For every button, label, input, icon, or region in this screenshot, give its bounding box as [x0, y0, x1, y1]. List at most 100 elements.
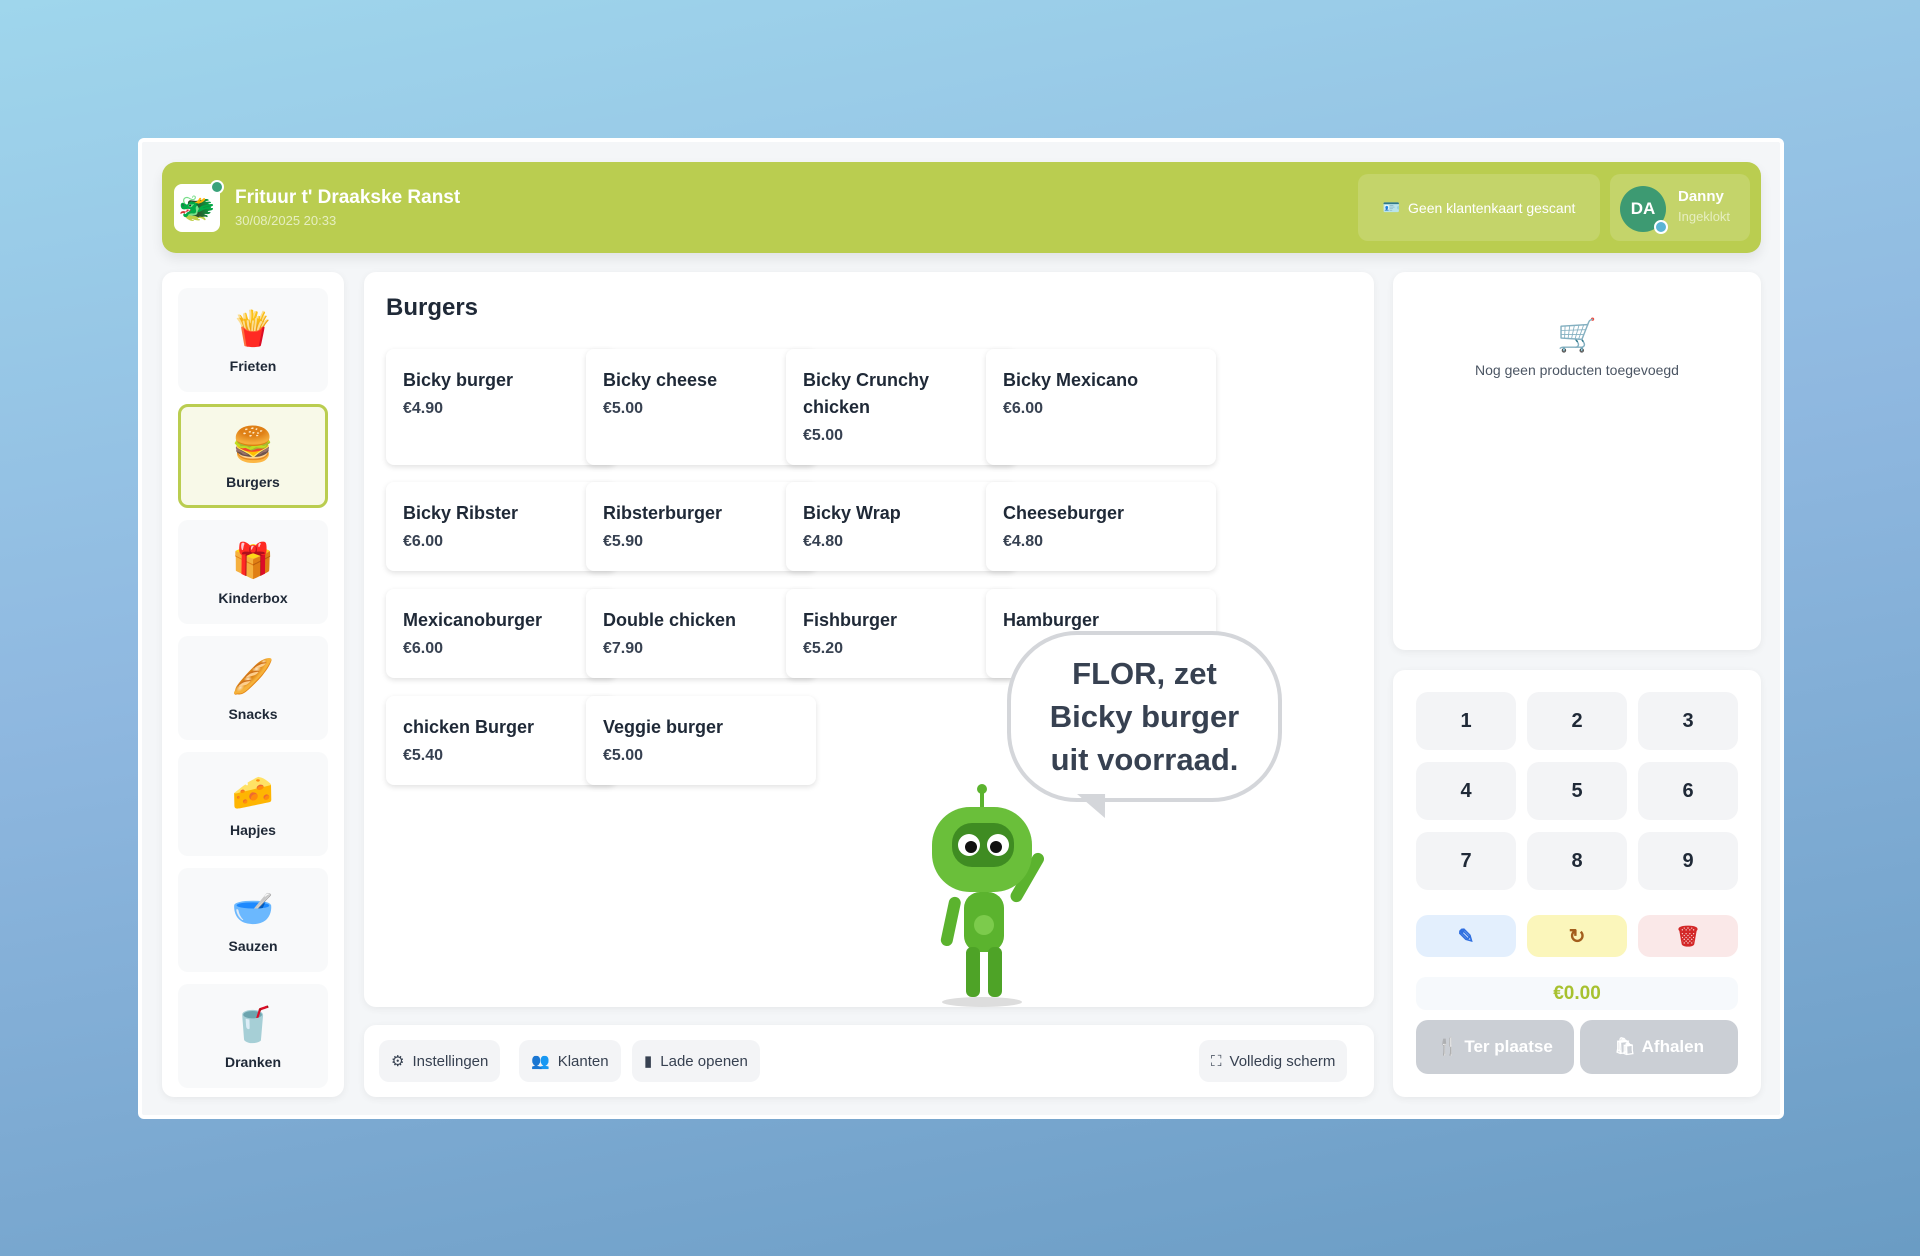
key-9[interactable]: 9 — [1638, 832, 1738, 890]
category-title: Burgers — [386, 294, 479, 321]
expand-icon: ⛶ — [1211, 1052, 1222, 1070]
category-image-icon: 🍟 — [231, 310, 275, 348]
product-price: €6.00 — [403, 533, 444, 550]
edit-button[interactable]: ✎ — [1416, 915, 1516, 957]
product-card[interactable]: Bicky Wrap €4.80 — [786, 482, 1016, 571]
key-4[interactable]: 4 — [1416, 762, 1516, 820]
store-title: Frituur t' Draakske Ranst — [235, 187, 461, 208]
fullscreen-button[interactable]: ⛶ Volledig scherm — [1199, 1040, 1348, 1082]
delete-button[interactable]: 🗑 — [1638, 915, 1738, 957]
sidebar-item-label: Kinderbox — [218, 590, 288, 606]
key-7[interactable]: 7 — [1416, 832, 1516, 890]
key-3[interactable]: 3 — [1638, 692, 1738, 750]
pencil-icon: ✎ — [1457, 925, 1475, 948]
takeaway-button[interactable]: 🛍 Afhalen — [1580, 1020, 1738, 1074]
product-name: Bicky Mexicano — [1003, 370, 1139, 390]
refresh-icon: ↻ — [1568, 925, 1586, 948]
product-card[interactable]: chicken Burger €5.40 — [386, 696, 616, 785]
key-6[interactable]: 6 — [1638, 762, 1738, 820]
product-card[interactable]: Bicky burger €4.90 — [386, 349, 616, 465]
user-menu[interactable]: DA Danny Ingeklokt — [1610, 174, 1750, 241]
sidebar-item-label: Snacks — [228, 706, 278, 722]
category-image-icon: 🧀 — [231, 774, 275, 812]
product-name: Bicky burger — [403, 370, 514, 390]
product-price: €5.00 — [603, 400, 644, 417]
status-dot — [1654, 220, 1668, 234]
product-name: Cheeseburger — [1003, 503, 1125, 523]
product-price: €6.00 — [403, 640, 444, 657]
user-status: Ingeklokt — [1678, 209, 1731, 224]
product-name: Bicky Wrap — [803, 503, 901, 523]
sidebar-item-label: Hapjes — [230, 822, 276, 838]
sidebar-item-kinderbox[interactable]: 🎁 Kinderbox — [178, 520, 328, 624]
dine-in-button[interactable]: 🍴 Ter plaatse — [1416, 1020, 1574, 1074]
sidebar-item-frieten[interactable]: 🍟 Frieten — [178, 288, 328, 392]
category-image-icon: 🥖 — [231, 658, 275, 696]
header: 🐲 Frituur t' Draakske Ranst 30/08/2025 2… — [162, 162, 1761, 253]
sidebar-item-sauzen[interactable]: 🥣 Sauzen — [178, 868, 328, 972]
customers-button[interactable]: 👥 Klanten — [519, 1040, 621, 1082]
gear-icon: ⚙ — [391, 1053, 405, 1070]
product-card[interactable]: Bicky Crunchy chicken €5.00 — [786, 349, 1016, 465]
product-name: Bicky Ribster — [403, 503, 519, 523]
utensils-icon: 🍴 — [1437, 1037, 1459, 1056]
product-name: Bicky cheese — [603, 370, 718, 390]
sidebar-item-burgers[interactable]: 🍔 Burgers — [178, 404, 328, 508]
product-name: Double chicken — [603, 610, 737, 630]
product-name: chicken Burger — [403, 717, 535, 737]
user-name: Danny — [1678, 188, 1724, 205]
loyalty-card-status[interactable]: 🪪 Geen klantenkaart gescant — [1358, 174, 1600, 241]
product-price: €4.80 — [1003, 533, 1044, 550]
product-price: €5.40 — [403, 747, 444, 764]
product-price: €4.90 — [403, 400, 444, 417]
product-card[interactable]: Fishburger €5.20 — [786, 589, 1016, 678]
key-8[interactable]: 8 — [1527, 832, 1627, 890]
product-name: Veggie burger — [603, 717, 724, 737]
cart-icon: 🛒 — [1557, 317, 1597, 353]
online-indicator — [210, 180, 224, 194]
product-card[interactable]: Ribsterburger €5.90 — [586, 482, 816, 571]
sidebar-item-label: Burgers — [226, 474, 280, 490]
category-image-icon: 🥣 — [231, 890, 275, 928]
product-price: €5.00 — [603, 747, 644, 764]
product-card[interactable]: Cheeseburger €4.80 — [986, 482, 1216, 571]
bag-icon: 🛍 — [1614, 1037, 1636, 1056]
product-card[interactable]: Veggie burger €5.00 — [586, 696, 816, 785]
category-image-icon: 🥤 — [231, 1006, 275, 1044]
product-card[interactable]: Bicky Mexicano €6.00 — [986, 349, 1216, 465]
robot-mascot-icon — [932, 784, 1044, 1007]
cart-panel: 🛒 Nog geen producten toegevoegd — [1393, 272, 1761, 650]
card-icon: 🪪 — [1382, 199, 1401, 215]
product-price: €6.00 — [1003, 400, 1044, 417]
sidebar-item-dranken[interactable]: 🥤 Dranken — [178, 984, 328, 1088]
product-panel: Burgers Bicky burger €4.90 Bicky cheese €5.… — [364, 272, 1374, 1007]
settings-button[interactable]: ⚙ Instellingen — [379, 1040, 501, 1082]
product-price: €7.90 — [603, 640, 644, 657]
key-5[interactable]: 5 — [1527, 762, 1627, 820]
key-1[interactable]: 1 — [1416, 692, 1516, 750]
product-card[interactable]: Bicky cheese €5.00 — [586, 349, 816, 465]
sidebar-item-label: Frieten — [229, 358, 277, 374]
order-total: €0.00 — [1416, 977, 1738, 1010]
product-card[interactable]: Double chicken €7.90 — [586, 589, 816, 678]
category-image-icon: 🎁 — [231, 542, 275, 580]
product-card[interactable]: Bicky Ribster €6.00 — [386, 482, 616, 571]
category-sidebar: 🍟 Frieten 🍔 Burgers 🎁 Kinderbox 🥖 Snacks 🧀 Hapjes… — [162, 272, 344, 1097]
sidebar-item-snacks[interactable]: 🥖 Snacks — [178, 636, 328, 740]
product-name: Fishburger — [803, 610, 898, 630]
product-name: Ribsterburger — [603, 503, 723, 523]
trash-icon: 🗑 — [1675, 925, 1701, 948]
key-2[interactable]: 2 — [1527, 692, 1627, 750]
category-image-icon: 🍔 — [231, 426, 275, 464]
product-price: €5.00 — [803, 427, 844, 444]
open-drawer-button[interactable]: ▮ Lade openen — [632, 1040, 760, 1082]
reset-button[interactable]: ↻ — [1527, 915, 1627, 957]
product-price: €4.80 — [803, 533, 844, 550]
sidebar-item-hapjes[interactable]: 🧀 Hapjes — [178, 752, 328, 856]
drawer-icon: ▮ — [644, 1053, 653, 1070]
assistant-speech-bubble: FLOR, zet Bicky burger uit voorraad. — [1007, 631, 1282, 802]
product-card[interactable]: Mexicanoburger €6.00 — [386, 589, 616, 678]
product-price: €5.20 — [803, 640, 844, 657]
cart-empty-message: Nog geen producten toegevoegd — [1475, 362, 1679, 378]
